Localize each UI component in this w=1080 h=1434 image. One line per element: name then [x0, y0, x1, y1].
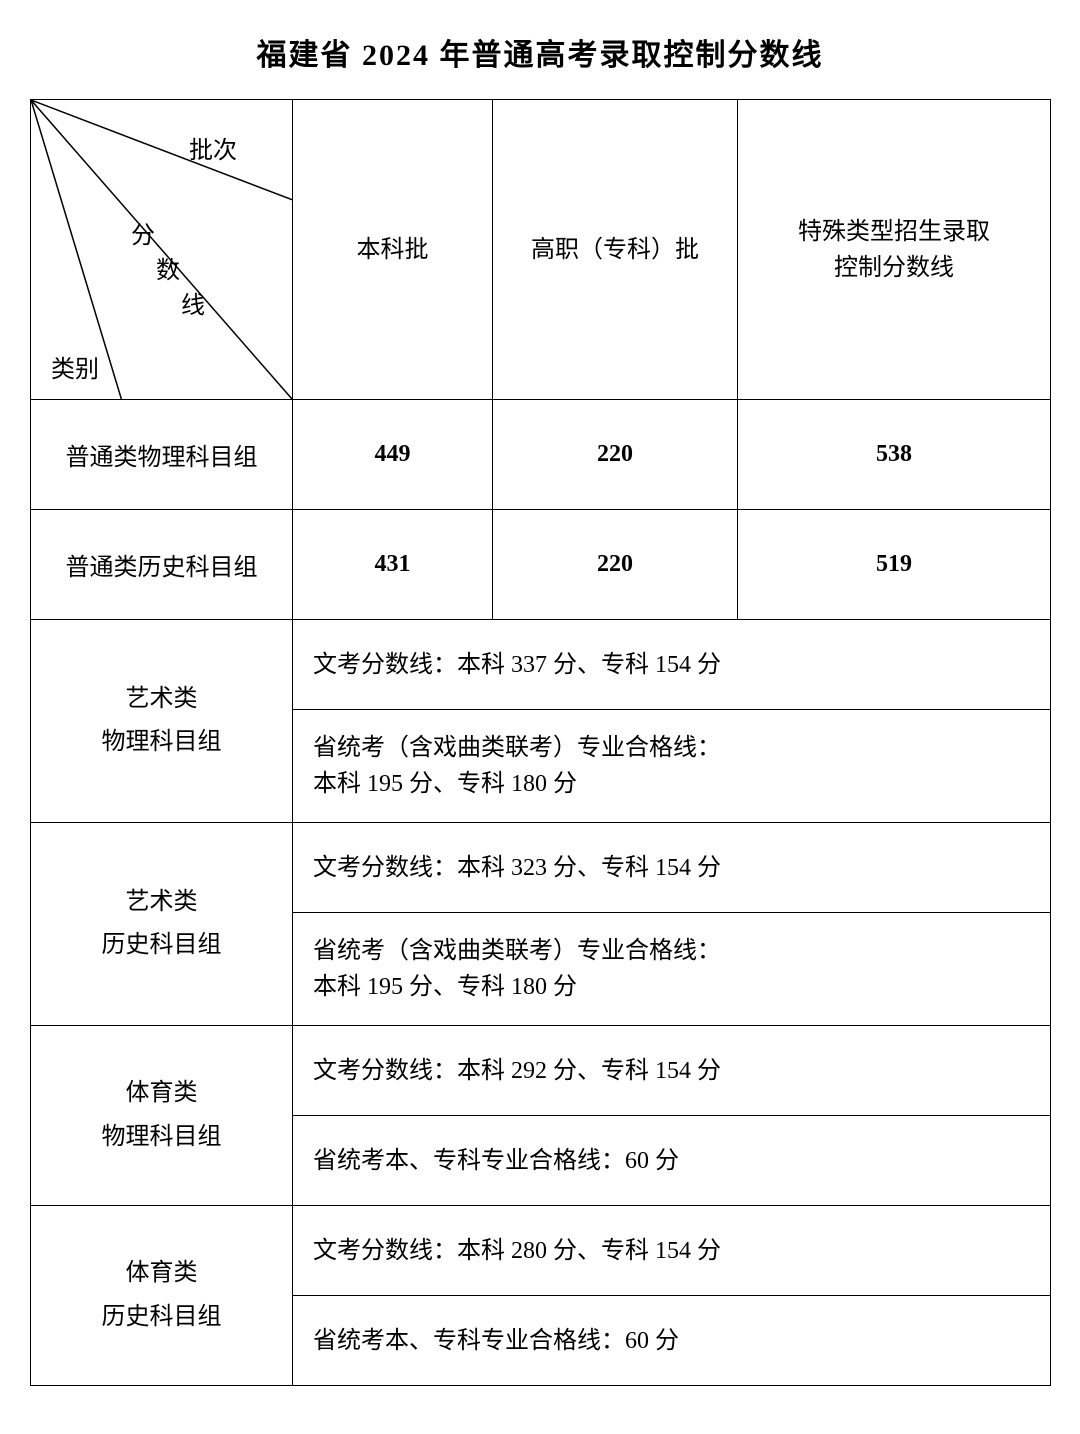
cell-label-pe-history: 体育类 历史科目组: [31, 1206, 293, 1386]
cell-pe-history-tongkao: 省统考本、专科专业合格线：60 分: [293, 1296, 1051, 1386]
cell-art-physics-wenkao: 文考分数线：本科 337 分、专科 154 分: [293, 620, 1051, 710]
cell-label-physics: 普通类物理科目组: [31, 400, 293, 510]
header-score-char-1: 分: [131, 215, 155, 250]
row-general-physics: 普通类物理科目组 449 220 538: [31, 400, 1051, 510]
cell-physics-special: 538: [738, 400, 1051, 510]
cell-label-art-physics: 艺术类 物理科目组: [31, 620, 293, 823]
col-header-special: 特殊类型招生录取 控制分数线: [738, 100, 1051, 400]
diagonal-header-cell: 批次 分 数 线 类别: [31, 100, 293, 400]
header-score-char-2: 数: [156, 250, 180, 285]
cell-pe-history-wenkao: 文考分数线：本科 280 分、专科 154 分: [293, 1206, 1051, 1296]
score-table: 批次 分 数 线 类别 本科批 高职（专科）批 特殊类型招生录取 控制分数线 普…: [30, 99, 1051, 1386]
header-batch-label: 批次: [189, 130, 237, 165]
cell-history-gaozhi: 220: [493, 510, 738, 620]
cell-history-special: 519: [738, 510, 1051, 620]
cell-physics-benke: 449: [293, 400, 493, 510]
col-header-gaozhi: 高职（专科）批: [493, 100, 738, 400]
cell-history-benke: 431: [293, 510, 493, 620]
cell-pe-physics-wenkao: 文考分数线：本科 292 分、专科 154 分: [293, 1026, 1051, 1116]
cell-physics-gaozhi: 220: [493, 400, 738, 510]
header-category-label: 类别: [51, 349, 99, 384]
col-header-benke: 本科批: [293, 100, 493, 400]
page-title: 福建省 2024 年普通高考录取控制分数线: [30, 30, 1050, 74]
row-general-history: 普通类历史科目组 431 220 519: [31, 510, 1051, 620]
row-art-history-1: 艺术类 历史科目组 文考分数线：本科 323 分、专科 154 分: [31, 823, 1051, 913]
cell-art-history-wenkao: 文考分数线：本科 323 分、专科 154 分: [293, 823, 1051, 913]
cell-art-history-tongkao: 省统考（含戏曲类联考）专业合格线： 本科 195 分、专科 180 分: [293, 913, 1051, 1026]
cell-label-art-history: 艺术类 历史科目组: [31, 823, 293, 1026]
cell-art-physics-tongkao: 省统考（含戏曲类联考）专业合格线： 本科 195 分、专科 180 分: [293, 710, 1051, 823]
header-score-char-3: 线: [181, 285, 205, 320]
cell-pe-physics-tongkao: 省统考本、专科专业合格线：60 分: [293, 1116, 1051, 1206]
row-art-physics-1: 艺术类 物理科目组 文考分数线：本科 337 分、专科 154 分: [31, 620, 1051, 710]
header-row: 批次 分 数 线 类别 本科批 高职（专科）批 特殊类型招生录取 控制分数线: [31, 100, 1051, 400]
cell-label-pe-physics: 体育类 物理科目组: [31, 1026, 293, 1206]
row-pe-history-1: 体育类 历史科目组 文考分数线：本科 280 分、专科 154 分: [31, 1206, 1051, 1296]
row-pe-physics-1: 体育类 物理科目组 文考分数线：本科 292 分、专科 154 分: [31, 1026, 1051, 1116]
cell-label-history: 普通类历史科目组: [31, 510, 293, 620]
